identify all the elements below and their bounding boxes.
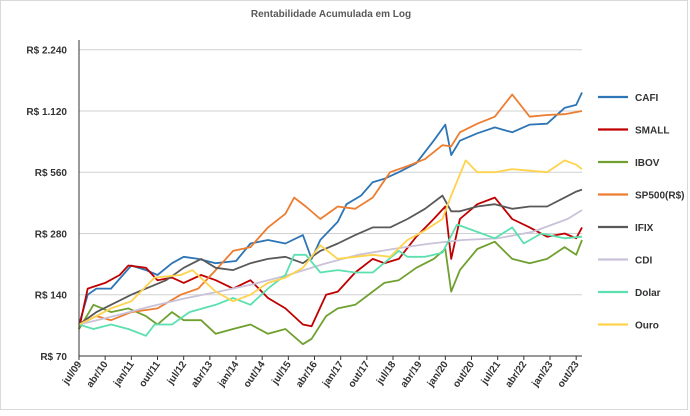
y-tick-label: R$ 2.240 bbox=[26, 46, 67, 57]
x-tick-label: jan/14 bbox=[216, 359, 242, 390]
y-tick-label: R$ 1.120 bbox=[26, 107, 67, 118]
x-tick-label: jan/17 bbox=[320, 359, 346, 390]
series-line-cafi bbox=[78, 92, 583, 325]
series-line-ouro bbox=[78, 159, 583, 326]
x-tick-label: abr/19 bbox=[399, 359, 425, 390]
x-tick-label: out/11 bbox=[137, 359, 163, 389]
chart-title: Rentabilidade Acumulada em Log bbox=[251, 9, 411, 20]
x-tick-label: out/17 bbox=[346, 359, 372, 390]
series-line-sp500r bbox=[78, 93, 583, 326]
x-tick-label: jan/23 bbox=[530, 359, 556, 390]
y-tick-label: R$ 560 bbox=[35, 168, 68, 179]
x-tick-label: out/14 bbox=[242, 359, 268, 390]
series-line-dolar bbox=[78, 223, 583, 337]
x-tick-label: jul/18 bbox=[374, 359, 399, 387]
legend-label: Ouro bbox=[635, 321, 659, 332]
legend-label: Dolar bbox=[635, 288, 661, 299]
x-tick-label: jul/21 bbox=[479, 359, 504, 387]
y-tick-label: R$ 140 bbox=[35, 291, 68, 302]
series-line-cdi bbox=[78, 209, 583, 326]
x-tick-label: jul/09 bbox=[60, 359, 85, 387]
x-tick-label: jul/12 bbox=[165, 359, 190, 387]
x-tick-label: jan/20 bbox=[425, 359, 451, 390]
x-tick-label: abr/13 bbox=[189, 359, 215, 390]
x-tick-label: abr/22 bbox=[503, 359, 529, 390]
legend-label: CDI bbox=[635, 256, 652, 267]
y-tick-label: R$ 280 bbox=[35, 229, 68, 240]
y-tick-label: R$ 70 bbox=[40, 352, 67, 363]
series-line-ifix bbox=[78, 188, 583, 326]
x-tick-label: abr/10 bbox=[85, 359, 111, 390]
series-line-ibov bbox=[78, 239, 583, 346]
x-tick-label: abr/16 bbox=[294, 359, 320, 390]
legend-label: SMALL bbox=[635, 126, 669, 137]
legend-label: IFIX bbox=[635, 223, 654, 234]
x-tick-label: out/20 bbox=[451, 359, 477, 390]
x-tick-label: jan/11 bbox=[111, 359, 137, 389]
x-tick-label: jul/15 bbox=[270, 359, 295, 387]
x-tick-label: out/23 bbox=[556, 359, 582, 390]
legend-label: SP500(R$) bbox=[635, 191, 684, 202]
legend-label: IBOV bbox=[635, 158, 660, 169]
legend-label: CAFI bbox=[635, 93, 659, 104]
